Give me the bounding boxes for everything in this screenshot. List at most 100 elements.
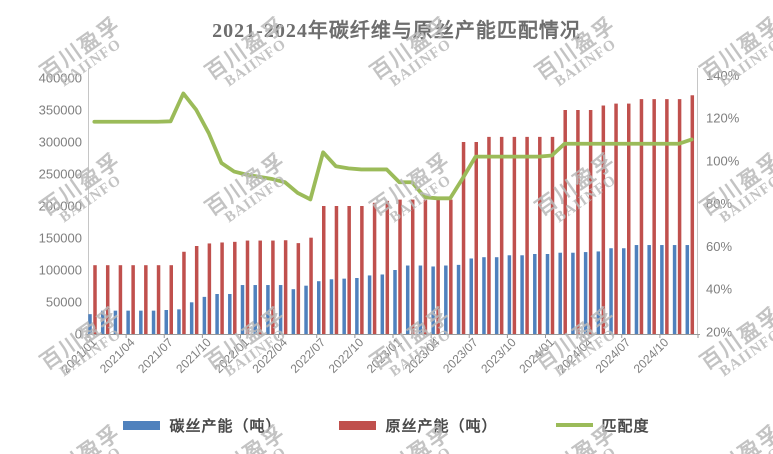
bar-precursor-capacity	[538, 136, 542, 334]
left-axis-label: 300000	[39, 135, 82, 150]
bar-precursor-capacity	[385, 200, 390, 334]
bar-precursor-capacity	[283, 240, 288, 334]
left-axis-label: 100000	[39, 263, 82, 278]
bar-carbon-capacity	[596, 251, 601, 334]
bar-precursor-capacity	[639, 99, 644, 335]
x-axis-label: 2024/01	[516, 335, 557, 376]
bar-carbon-capacity	[405, 265, 410, 334]
bar-precursor-capacity	[334, 206, 339, 334]
bar-precursor-capacity	[525, 136, 529, 334]
bar-carbon-capacity	[342, 278, 346, 334]
bar-precursor-capacity	[156, 265, 161, 334]
bar-precursor-capacity	[512, 136, 517, 334]
bar-precursor-capacity	[436, 199, 440, 334]
bar-carbon-capacity	[278, 285, 283, 334]
bar-precursor-capacity	[271, 240, 275, 334]
left-axis-label: 400000	[39, 71, 82, 86]
bar-carbon-capacity	[228, 294, 232, 334]
left-axis-label: 0	[75, 327, 82, 342]
bar-carbon-capacity	[139, 310, 143, 334]
bar-carbon-capacity	[482, 257, 486, 334]
bar-carbon-capacity	[533, 254, 537, 334]
bar-precursor-capacity	[550, 136, 555, 334]
bar-precursor-capacity	[487, 136, 491, 334]
bar-carbon-capacity	[431, 266, 435, 334]
bar-carbon-capacity	[622, 248, 626, 334]
bar-precursor-capacity	[220, 242, 224, 334]
legend-label-match-ratio: 匹配度	[601, 418, 650, 435]
bar-carbon-capacity	[88, 314, 92, 334]
bar-carbon-capacity	[444, 265, 448, 334]
right-axis-label: 100%	[706, 153, 740, 168]
x-axis-label: 2023/10	[478, 335, 519, 376]
bar-carbon-capacity	[660, 245, 664, 334]
bar-precursor-capacity	[474, 142, 478, 334]
bar-precursor-capacity	[258, 240, 262, 334]
bar-precursor-capacity	[322, 206, 326, 334]
bar-precursor-capacity	[194, 246, 199, 334]
bar-precursor-capacity	[614, 103, 618, 334]
bar-precursor-capacity	[652, 99, 656, 335]
x-axis-label: 2024/10	[631, 335, 672, 376]
match-ratio-swatch	[555, 423, 593, 427]
bar-precursor-capacity	[665, 99, 669, 335]
bar-precursor-capacity	[410, 199, 415, 334]
bar-carbon-capacity	[571, 252, 575, 334]
x-axis-label: 2022/10	[326, 335, 367, 376]
match-ratio-line	[92, 91, 694, 202]
bar-carbon-capacity	[177, 309, 181, 334]
x-axis-label: 2024/04	[555, 335, 596, 376]
bar-carbon-capacity	[266, 285, 270, 334]
bar-carbon-capacity	[291, 289, 296, 334]
bar-carbon-capacity	[253, 285, 257, 334]
precursor-capacity-swatch	[339, 420, 377, 430]
bar-carbon-capacity	[609, 248, 613, 334]
right-axis-label: 120%	[706, 111, 740, 126]
left-axis-label: 350000	[39, 103, 82, 118]
legend-label-precursor-capacity: 原丝产能（吨）	[385, 418, 498, 435]
bar-carbon-capacity	[507, 255, 512, 334]
bar-precursor-capacity	[118, 265, 123, 334]
x-axis-label: 2022/01	[211, 335, 252, 376]
bar-carbon-capacity	[151, 310, 156, 334]
left-axis-label: 50000	[46, 295, 82, 310]
bar-carbon-capacity	[520, 255, 524, 334]
left-axis-label: 150000	[39, 231, 82, 246]
bar-carbon-capacity	[126, 310, 130, 334]
bar-precursor-capacity	[309, 237, 313, 334]
bar-carbon-capacity	[380, 274, 385, 334]
bar-precursor-capacity	[245, 240, 250, 334]
bar-carbon-capacity	[189, 302, 194, 334]
bar-carbon-capacity	[393, 270, 397, 334]
bar-precursor-capacity	[499, 136, 504, 334]
right-axis-label: 60%	[706, 239, 732, 254]
x-axis-label: 2023/04	[402, 335, 443, 376]
chart-legend: 碳丝产能（吨） 原丝产能（吨） 匹配度	[0, 412, 773, 438]
bar-carbon-capacity	[215, 294, 219, 334]
bar-precursor-capacity	[131, 265, 135, 334]
bar-carbon-capacity	[317, 281, 321, 334]
right-axis-label: 40%	[706, 282, 732, 297]
bar-carbon-capacity	[418, 265, 423, 334]
right-axis-label: 140%	[706, 68, 740, 83]
x-axis-label: 2022/04	[250, 335, 291, 376]
bar-precursor-capacity	[398, 199, 402, 334]
right-axis-label: 20%	[706, 325, 732, 340]
legend-item-precursor-capacity: 原丝产能（吨）	[339, 415, 497, 436]
bar-carbon-capacity	[469, 258, 473, 334]
bar-carbon-capacity	[558, 252, 562, 334]
bar-carbon-capacity	[367, 275, 372, 334]
bar-precursor-capacity	[360, 206, 364, 334]
bar-precursor-capacity	[461, 142, 466, 334]
bar-precursor-capacity	[576, 110, 580, 334]
bar-carbon-capacity	[456, 264, 461, 334]
bar-precursor-capacity	[449, 199, 453, 334]
bar-carbon-capacity	[672, 245, 677, 334]
bar-precursor-capacity	[690, 95, 695, 334]
bar-carbon-capacity	[647, 245, 651, 334]
x-axis-label: 2024/07	[593, 335, 634, 376]
bar-precursor-capacity	[182, 251, 186, 334]
bar-carbon-capacity	[202, 296, 207, 334]
